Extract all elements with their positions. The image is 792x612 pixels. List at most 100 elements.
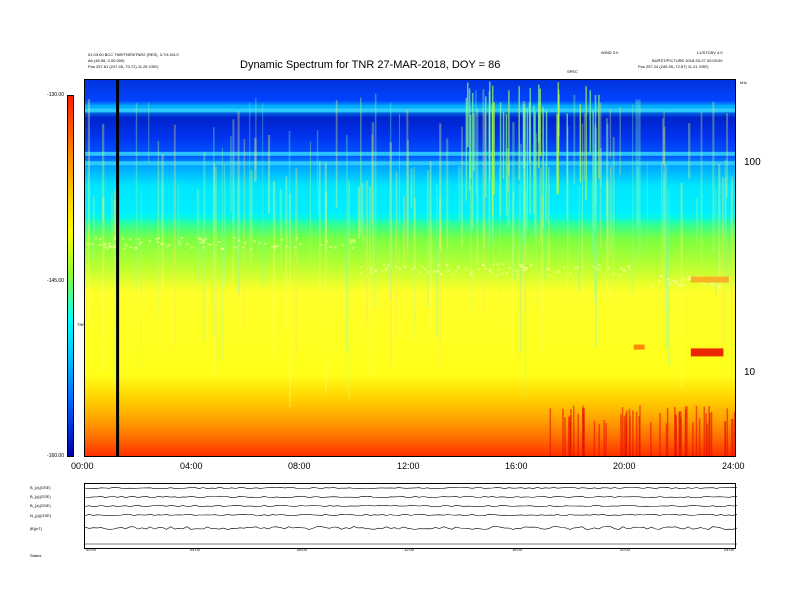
plasma-line-fragment — [129, 246, 133, 249]
vertical-streak — [524, 190, 527, 402]
vertical-streak — [413, 167, 415, 341]
plasma-line-fragment — [113, 237, 117, 240]
low-freq-spike — [620, 414, 622, 456]
emission-streak — [466, 82, 469, 148]
plasma-line-fragment — [627, 267, 631, 270]
aux-x-tick: 20:00 — [620, 547, 631, 552]
plasma-line-fragment — [423, 267, 427, 270]
plasma-line-fragment — [658, 280, 661, 283]
low-freq-spike — [625, 421, 627, 456]
plasma-line-fragment — [519, 263, 522, 266]
low-freq-spike — [710, 411, 713, 456]
vertical-streak — [111, 194, 113, 262]
plasma-line-fragment — [280, 238, 284, 241]
plasma-line-fragment — [299, 242, 302, 245]
plasma-line-fragment — [530, 264, 534, 267]
vertical-streak — [161, 154, 164, 297]
vertical-streak — [389, 102, 392, 300]
low-freq-spike — [650, 422, 652, 456]
plasma-line-fragment — [436, 270, 440, 273]
vertical-streak — [635, 99, 638, 229]
plasma-line-fragment — [253, 240, 257, 243]
low-freq-spike — [632, 410, 634, 456]
vertical-streak — [196, 189, 200, 283]
vertical-streak — [662, 118, 664, 165]
plasma-line-fragment — [495, 274, 499, 277]
x-tick-label: 20:00 — [613, 461, 636, 471]
vertical-streak — [638, 99, 641, 259]
vertical-streak — [730, 189, 732, 382]
vertical-streak — [663, 110, 665, 172]
vertical-streak — [406, 140, 409, 247]
x-tick-label: 16:00 — [505, 461, 528, 471]
vertical-streak — [238, 178, 240, 294]
plasma-line-fragment — [387, 264, 390, 267]
aux-series-label: N_{p}(GSE) — [30, 513, 52, 518]
vertical-streak — [458, 166, 461, 221]
plasma-line-fragment — [294, 246, 297, 249]
emission-streak — [468, 88, 471, 191]
spectral-band — [85, 108, 735, 113]
plasma-line-fragment — [138, 242, 142, 245]
plasma-line-fragment — [548, 273, 551, 276]
vertical-streak — [389, 142, 392, 367]
plasma-line-fragment — [627, 265, 630, 268]
plasma-line-fragment — [678, 283, 681, 286]
vertical-streak — [369, 186, 371, 380]
plasma-line-fragment — [687, 278, 690, 281]
plasma-line-fragment — [500, 272, 504, 275]
aux-series-label: |B|(nT) — [30, 526, 43, 531]
vertical-streak — [346, 134, 348, 352]
vertical-streak — [348, 180, 350, 401]
low-freq-spike — [726, 408, 729, 456]
low-freq-spike — [568, 416, 570, 456]
plasma-line-fragment — [432, 270, 436, 273]
plasma-line-fragment — [669, 283, 673, 286]
low-freq-spike — [724, 421, 726, 456]
plasma-line-fragment — [241, 246, 245, 249]
plasma-line-fragment — [497, 268, 501, 271]
vertical-streak — [148, 102, 150, 164]
plasma-line-fragment — [204, 237, 208, 240]
plasma-line-fragment — [382, 263, 386, 266]
low-freq-spike — [730, 418, 733, 456]
low-freq-spike — [734, 411, 735, 456]
vertical-streak — [476, 108, 479, 266]
header-info-line2: Ab (49.58, 0.00.000) — [88, 58, 125, 63]
vertical-streak — [254, 137, 257, 182]
plasma-line-fragment — [515, 270, 519, 273]
plasma-line-fragment — [716, 285, 720, 288]
plasma-line-fragment — [237, 239, 241, 242]
plasma-line-fragment — [682, 277, 685, 280]
vertical-streak — [250, 170, 253, 267]
vertical-streak — [237, 111, 240, 298]
vertical-streak — [359, 97, 362, 235]
vertical-streak — [435, 183, 438, 338]
aux-series-line — [84, 526, 738, 530]
low-freq-spike — [577, 413, 579, 456]
plasma-line-fragment — [221, 247, 225, 250]
plasma-line-fragment — [180, 237, 183, 240]
plasma-line-fragment — [413, 266, 417, 269]
plasma-line-fragment — [359, 272, 362, 275]
emission-streak — [537, 84, 540, 143]
plasma-line-fragment — [139, 241, 143, 244]
plasma-line-fragment — [455, 270, 458, 273]
low-freq-spike — [603, 419, 605, 456]
vertical-streak — [406, 109, 409, 255]
plasma-line-fragment — [186, 243, 189, 246]
plasma-line-fragment — [464, 267, 468, 270]
plasma-line-fragment — [370, 271, 373, 274]
vertical-streak — [712, 101, 715, 252]
plasma-line-fragment — [160, 243, 163, 246]
plasma-line-fragment — [106, 247, 110, 250]
plasma-line-fragment — [557, 270, 560, 273]
plasma-line-fragment — [202, 241, 205, 244]
vertical-streak — [581, 123, 583, 302]
plasma-line-fragment — [90, 243, 94, 246]
colorbar-bottom-tick: -160.00 — [47, 453, 64, 459]
vertical-streak — [619, 107, 621, 175]
vertical-streak — [609, 109, 612, 159]
vertical-streak — [318, 161, 321, 292]
plasma-line-fragment — [418, 271, 422, 274]
